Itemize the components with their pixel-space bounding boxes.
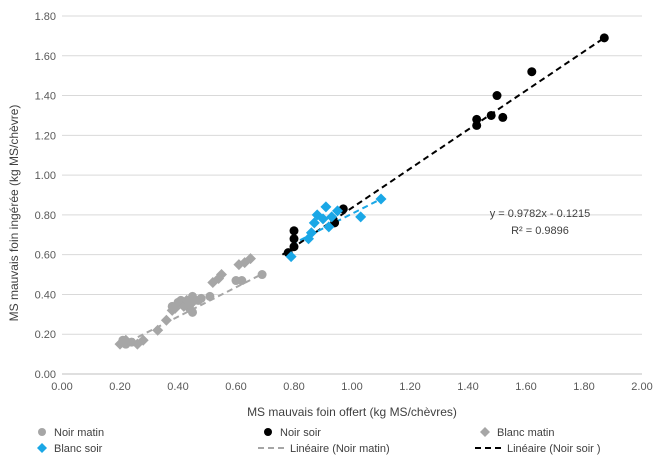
blanc-soir-point — [332, 205, 343, 217]
blanc-soir-point — [323, 221, 335, 233]
noir-soir-point — [599, 33, 609, 43]
blanc-soir-point — [375, 193, 387, 205]
noir-matin-point — [205, 291, 215, 301]
y-tick-label: 1.60 — [35, 51, 56, 63]
legend-swatch — [38, 428, 46, 436]
x-tick-label: 0.80 — [283, 381, 304, 393]
trendline — [281, 35, 608, 256]
x-tick-label: 0.20 — [109, 381, 130, 393]
blanc-matin-point — [152, 324, 164, 336]
blanc-matin-point — [245, 253, 256, 265]
noir-soir-point — [492, 91, 502, 101]
legend-label: Blanc soir — [54, 443, 103, 455]
x-tick-label: 1.40 — [457, 381, 478, 393]
legend-swatch — [480, 427, 490, 437]
blanc-soir-point — [320, 201, 332, 213]
noir-matin-point — [257, 270, 267, 280]
noir-matin-point — [237, 276, 247, 286]
blanc-soir-point — [326, 211, 338, 223]
legend: Noir matin Noir soir Blanc matin Blanc soir… — [37, 427, 601, 455]
noir-soir-point — [289, 242, 299, 252]
x-tick-label: 0.40 — [167, 381, 188, 393]
gridlines — [62, 15, 642, 335]
legend-label: Blanc matin — [497, 427, 554, 439]
x-tick-label: 0.60 — [225, 381, 246, 393]
legend-item: Blanc matin — [480, 427, 554, 439]
regression-equation: y = 0.9782x - 0.1215 — [490, 208, 591, 220]
legend-label: Linéaire (Noir soir ) — [507, 443, 601, 455]
noir-soir-point — [289, 226, 299, 236]
x-tick-label: 0.00 — [51, 381, 72, 393]
legend-swatch — [37, 443, 47, 453]
y-tick-label: 0.00 — [35, 369, 56, 381]
legend-item: Blanc soir — [37, 443, 103, 455]
noir-matin-point — [188, 307, 197, 317]
blanc-matin-point — [160, 314, 172, 326]
y-tick-label: 1.20 — [35, 130, 56, 142]
noir-soir-point — [289, 234, 299, 244]
blanc-matin-point — [120, 334, 132, 346]
legend-item: Linéaire (Noir soir ) — [475, 443, 601, 455]
y-tick-label: 0.80 — [35, 210, 56, 222]
noir-soir-point — [472, 114, 482, 124]
blanc-matin-point — [169, 302, 181, 314]
legend-label: Linéaire (Noir matin) — [290, 443, 390, 455]
noir-soir-point — [527, 67, 537, 77]
y-axis-title: MS mauvais foin ingérée (kg MS/chèvre) — [7, 105, 21, 322]
y-tick-label: 1.00 — [35, 170, 56, 182]
blanc-matin-point — [187, 296, 198, 308]
x-axis-title: MS mauvais foin offert (kg MS/chèvres) — [247, 405, 457, 419]
x-tick-label: 1.20 — [399, 381, 420, 393]
blanc-matin-point — [137, 334, 149, 346]
blanc-soir-point — [317, 213, 329, 225]
noir-soir-point — [498, 112, 508, 122]
r-squared-label: R² = 0.9896 — [511, 225, 569, 237]
blanc-matin-point — [216, 269, 227, 281]
legend-swatch — [264, 428, 272, 436]
x-tick-label: 1.00 — [341, 381, 362, 393]
y-tick-label: 1.80 — [35, 11, 56, 23]
blanc-soir-point — [285, 251, 297, 263]
y-tick-label: 0.60 — [35, 250, 56, 262]
x-tick-label: 1.60 — [515, 381, 536, 393]
x-tick-label: 2.00 — [631, 381, 652, 393]
legend-label: Noir matin — [54, 427, 104, 439]
data-points — [114, 33, 609, 350]
noir-matin-point — [196, 293, 206, 303]
y-tick-label: 0.20 — [35, 329, 56, 341]
y-tick-label: 0.40 — [35, 289, 56, 301]
noir-soir-point — [486, 110, 496, 120]
legend-label: Noir soir — [280, 427, 321, 439]
legend-item: Linéaire (Noir matin) — [258, 443, 390, 455]
legend-item: Noir soir — [264, 427, 321, 439]
blanc-soir-point — [305, 227, 317, 239]
y-tick-labels: 0.00 0.20 0.40 0.60 0.80 1.00 1.20 1.40 1.60 1.80 — [35, 11, 56, 381]
blanc-soir-point — [355, 211, 367, 223]
legend-item: Noir matin — [38, 427, 104, 439]
x-tick-labels: 0.00 0.20 0.40 0.60 0.80 1.00 1.20 1.40 1.60 1.80… — [51, 381, 652, 393]
x-tick-label: 1.80 — [573, 381, 594, 393]
y-tick-label: 1.40 — [35, 91, 56, 103]
